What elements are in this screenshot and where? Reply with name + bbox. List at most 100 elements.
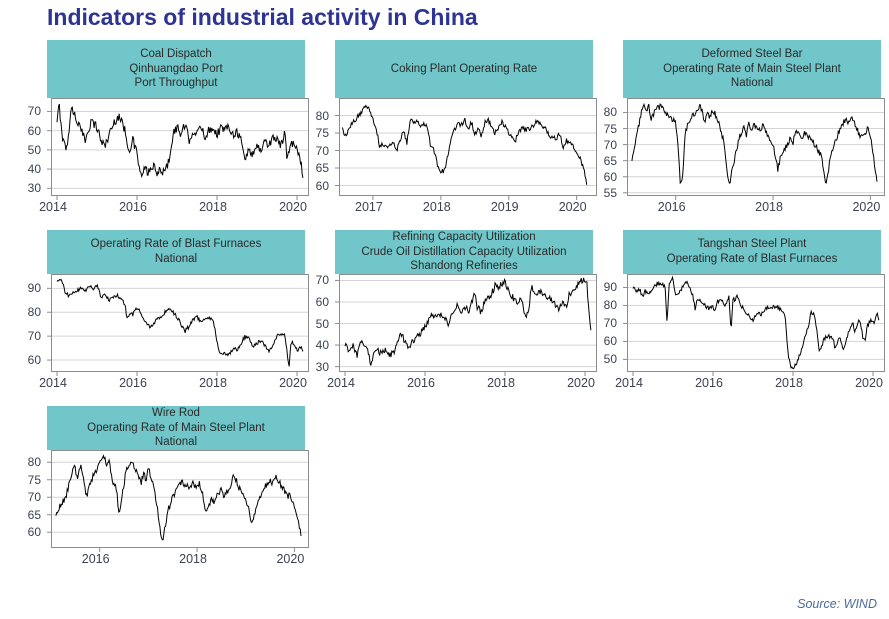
y-tick-label: 75 [603,121,617,136]
x-tick-label: 2020 [558,200,587,214]
chart-panel-blast-furnaces-national: Operating Rate of Blast Furnaces National… [28,230,309,396]
panel-title-line: Deformed Steel Bar [701,47,803,60]
series-line [55,454,302,541]
panel-title-line: Crude Oil Distillation Capacity Utilizat… [361,245,567,258]
plot-svg [335,274,597,376]
y-tick-label: 80 [27,305,41,320]
y-tick-label: 60 [603,169,617,184]
x-tick-label: 2018 [199,200,227,214]
y-tick-label: 70 [603,137,617,152]
panel-title-line: Port Throughput [134,77,218,90]
y-tick-label: 60 [315,295,329,309]
y-tick-label: 60 [315,178,329,193]
panel-title-line: Operating Rate of Blast Furnaces [90,238,262,251]
x-tick-label: 2014 [615,376,643,390]
series-line [341,104,588,185]
x-tick-label: 2020 [279,376,307,390]
chart-row-1: Coal Dispatch Qinhuangdao Port Port Throug… [28,40,885,220]
y-tick-label: 60 [27,353,41,368]
y-tick-label: 75 [315,126,329,140]
x-tick-label: 2016 [695,376,723,390]
panel-header: Coking Plant Operating Rate [335,40,593,98]
panel-header: Deformed Steel Bar Operating Rate of Main… [623,40,881,98]
x-tick-label: 2018 [179,552,207,566]
chart-panel-tangshan-steel-plant: Tangshan Steel Plant Operating Rate of Bl… [604,230,885,396]
series-line [344,277,592,366]
plot-border [627,98,885,196]
x-tick-label: 2020 [855,376,883,390]
plot-svg [335,98,597,200]
plot-svg [47,450,309,552]
plot-area: 30 40 50 60 70 2014 2016 2018 2020 [316,273,597,390]
panel-title-line: Shandong Refineries [410,260,518,273]
plot-svg [623,98,885,200]
y-tick-label: 40 [27,162,41,177]
x-tick-label: 2020 [279,200,307,214]
y-tick-label: 80 [603,105,617,120]
plot-area: 60 65 70 75 80 2016 2018 2020 [28,450,309,566]
x-tick-label: 2016 [657,200,686,214]
y-tick-label: 70 [603,316,617,331]
panel-title-line: National [154,253,198,265]
chart-panel-coking-plant: Coking Plant Operating Rate 60 65 70 75 80 20… [316,40,597,220]
plot-svg [47,98,309,200]
panel-title-line: National [730,77,774,90]
x-tick-label: 2014 [327,376,355,390]
y-tick-label: 70 [27,329,41,344]
y-tick-label: 65 [315,161,329,175]
panel-title-line: Operating Rate of Main Steel Plant [87,421,265,434]
x-tick-label: 2017 [355,200,383,214]
y-tick-label: 80 [603,298,617,313]
chart-grid: Coal Dispatch Qinhuangdao Port Port Throug… [28,40,885,582]
x-tick-label: 2018 [199,376,227,390]
plot-border [339,274,597,372]
y-tick-label: 90 [27,281,41,296]
panel-title-line: Qinhuangdao Port [129,62,223,75]
plot-area: 30 40 50 60 70 2014 2016 2018 2020 [28,98,309,214]
y-tick-label: 90 [603,280,617,295]
x-tick-label: 2020 [276,552,305,566]
plot-border [627,274,885,372]
panel-header: Operating Rate of Blast Furnaces National [47,230,305,274]
x-tick-label: 2016 [407,376,435,390]
panel-header: Refining Capacity Utilization Crude Oil D… [335,230,593,274]
plot-border [51,450,309,548]
y-tick-label: 40 [315,338,329,353]
panel-title-line: National [154,436,198,449]
y-tick-label: 80 [315,108,329,123]
y-tick-label: 30 [27,181,41,196]
y-tick-label: 80 [27,455,41,470]
y-tick-label: 60 [27,525,41,540]
y-tick-label: 65 [27,507,41,522]
x-tick-label: 2018 [487,376,515,390]
x-tick-label: 2016 [119,376,147,390]
y-tick-label: 65 [603,153,617,168]
x-tick-label: 2014 [39,376,67,390]
x-tick-label: 2018 [755,200,783,214]
source-note: Source: WIND [797,597,877,611]
y-tick-label: 70 [315,143,329,158]
series-line [632,275,880,370]
panel-title-line: Operating Rate of Main Steel Plant [663,62,841,75]
series-line [631,102,878,185]
chart-panel-coal-dispatch: Coal Dispatch Qinhuangdao Port Port Throug… [28,40,309,220]
page-title: Indicators of industrial activity in Chi… [47,4,478,30]
panel-title-line: Coal Dispatch [140,47,212,60]
chart-row-2: Operating Rate of Blast Furnaces National… [28,230,885,396]
x-tick-label: 2019 [490,200,519,214]
plot-area: 55 60 65 70 75 80 2016 2018 2020 [604,98,885,214]
y-tick-label: 50 [603,352,617,367]
y-tick-label: 55 [603,185,617,200]
panel-header: Coal Dispatch Qinhuangdao Port Port Throug… [47,40,305,98]
y-tick-label: 70 [27,490,41,505]
series-line [56,103,304,179]
x-tick-label: 2020 [567,376,595,390]
y-tick-label: 60 [603,334,617,349]
plot-border [51,274,309,372]
plot-svg [47,274,309,376]
x-tick-label: 2016 [81,552,110,566]
panel-title-line: Wire Rod [152,406,200,419]
x-tick-label: 2020 [852,200,881,214]
x-tick-label: 2016 [119,200,147,214]
